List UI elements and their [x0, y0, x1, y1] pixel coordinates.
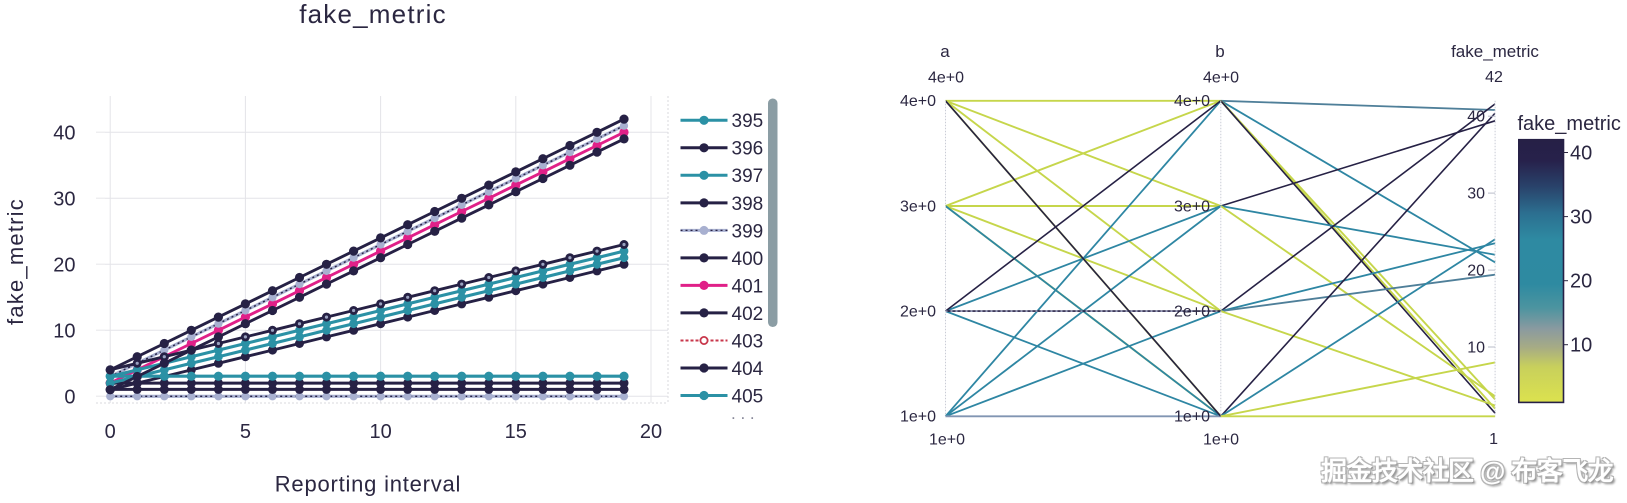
svg-text:10: 10 — [1570, 335, 1592, 357]
svg-text:1e+0: 1e+0 — [900, 409, 936, 426]
svg-text:30: 30 — [1570, 207, 1592, 229]
svg-text:30: 30 — [1467, 185, 1485, 202]
svg-text:20: 20 — [1570, 271, 1592, 293]
svg-text:3e+0: 3e+0 — [1174, 198, 1210, 215]
svg-text:0: 0 — [64, 386, 75, 408]
svg-text:20: 20 — [640, 421, 662, 443]
svg-text:. . .: . . . — [731, 404, 755, 423]
svg-text:396: 396 — [732, 139, 764, 160]
svg-text:3e+0: 3e+0 — [900, 198, 936, 215]
svg-text:20: 20 — [53, 254, 75, 276]
svg-text:15: 15 — [505, 421, 527, 443]
svg-text:2e+0: 2e+0 — [1174, 303, 1210, 320]
svg-text:40: 40 — [1467, 109, 1485, 126]
svg-text:4e+0: 4e+0 — [900, 93, 936, 110]
svg-text:397: 397 — [732, 166, 764, 187]
svg-text:399: 399 — [732, 221, 764, 242]
svg-text:a: a — [940, 42, 950, 61]
svg-text:403: 403 — [732, 331, 764, 352]
svg-text:404: 404 — [732, 359, 764, 380]
svg-text:1e+0: 1e+0 — [1203, 432, 1239, 449]
svg-text:b: b — [1215, 42, 1224, 61]
svg-text:402: 402 — [732, 304, 764, 325]
svg-text:20: 20 — [1467, 262, 1485, 279]
svg-text:10: 10 — [369, 421, 391, 443]
svg-text:4e+0: 4e+0 — [928, 70, 964, 87]
svg-text:1e+0: 1e+0 — [929, 432, 965, 449]
svg-text:10: 10 — [53, 320, 75, 342]
svg-text:4e+0: 4e+0 — [1174, 93, 1210, 110]
svg-text:fake_metric: fake_metric — [1518, 113, 1621, 135]
svg-text:fake_metric: fake_metric — [1451, 42, 1539, 61]
svg-text:40: 40 — [53, 122, 75, 144]
svg-text:401: 401 — [732, 276, 764, 297]
svg-text:400: 400 — [732, 249, 764, 270]
svg-text:5: 5 — [240, 421, 251, 443]
svg-text:2e+0: 2e+0 — [900, 303, 936, 320]
svg-text:0: 0 — [105, 421, 116, 443]
svg-text:40: 40 — [1570, 143, 1592, 165]
svg-text:fake_metric: fake_metric — [299, 0, 447, 29]
svg-text:4e+0: 4e+0 — [1203, 70, 1239, 87]
svg-text:30: 30 — [53, 188, 75, 210]
svg-text:1e+0: 1e+0 — [1174, 409, 1210, 426]
svg-text:42: 42 — [1485, 69, 1503, 86]
svg-text:398: 398 — [732, 194, 764, 215]
svg-text:395: 395 — [732, 111, 764, 132]
svg-text:10: 10 — [1467, 339, 1485, 356]
svg-text:Reporting interval: Reporting interval — [275, 472, 461, 497]
svg-text:405: 405 — [732, 386, 764, 407]
svg-text:fake_metric: fake_metric — [3, 198, 28, 325]
svg-text:1: 1 — [1489, 431, 1498, 448]
